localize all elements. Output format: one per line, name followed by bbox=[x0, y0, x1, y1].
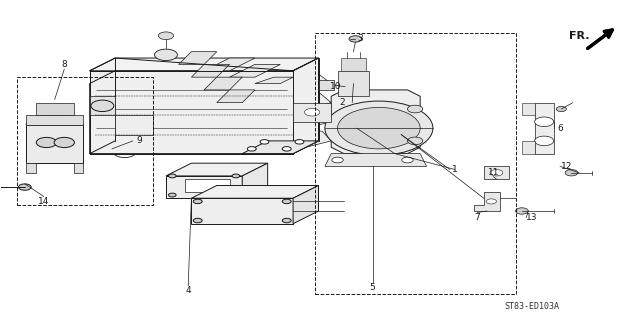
Polygon shape bbox=[522, 141, 534, 154]
Polygon shape bbox=[229, 64, 280, 77]
Circle shape bbox=[338, 108, 420, 149]
Circle shape bbox=[515, 208, 528, 214]
Polygon shape bbox=[217, 90, 255, 103]
Circle shape bbox=[534, 117, 554, 126]
Circle shape bbox=[169, 174, 176, 178]
Text: FR.: FR. bbox=[569, 31, 589, 41]
Polygon shape bbox=[280, 71, 331, 90]
Circle shape bbox=[408, 137, 423, 145]
Polygon shape bbox=[293, 103, 331, 122]
Text: ST83-ED103A: ST83-ED103A bbox=[504, 302, 559, 311]
Text: 3: 3 bbox=[357, 35, 362, 44]
Circle shape bbox=[18, 184, 31, 190]
Polygon shape bbox=[178, 52, 217, 64]
Polygon shape bbox=[191, 186, 318, 198]
Polygon shape bbox=[90, 96, 115, 116]
Polygon shape bbox=[26, 163, 36, 173]
Polygon shape bbox=[293, 186, 318, 224]
Polygon shape bbox=[534, 103, 554, 154]
Polygon shape bbox=[341, 58, 366, 71]
Polygon shape bbox=[74, 163, 83, 173]
Polygon shape bbox=[255, 77, 293, 84]
Polygon shape bbox=[280, 103, 318, 154]
Circle shape bbox=[534, 136, 554, 146]
Polygon shape bbox=[318, 80, 334, 90]
Circle shape bbox=[282, 199, 291, 204]
Polygon shape bbox=[283, 90, 331, 109]
Polygon shape bbox=[185, 179, 229, 192]
Circle shape bbox=[232, 193, 240, 197]
Circle shape bbox=[169, 193, 176, 197]
Polygon shape bbox=[191, 198, 293, 224]
Text: 13: 13 bbox=[526, 213, 537, 222]
Circle shape bbox=[159, 32, 173, 40]
Circle shape bbox=[91, 100, 114, 112]
Circle shape bbox=[247, 147, 256, 151]
Polygon shape bbox=[474, 192, 499, 211]
Circle shape bbox=[232, 174, 240, 178]
Text: 2: 2 bbox=[340, 98, 345, 107]
Polygon shape bbox=[36, 103, 74, 116]
Circle shape bbox=[193, 218, 202, 223]
Text: 8: 8 bbox=[61, 60, 67, 69]
Text: 1: 1 bbox=[452, 165, 458, 174]
Polygon shape bbox=[115, 116, 154, 134]
Polygon shape bbox=[90, 71, 293, 154]
Circle shape bbox=[193, 199, 202, 204]
Circle shape bbox=[556, 107, 566, 112]
Circle shape bbox=[490, 170, 503, 176]
Polygon shape bbox=[26, 116, 83, 125]
Polygon shape bbox=[204, 77, 242, 90]
Text: 14: 14 bbox=[38, 197, 50, 206]
Circle shape bbox=[486, 199, 496, 204]
Circle shape bbox=[36, 137, 57, 148]
Polygon shape bbox=[522, 103, 534, 116]
Polygon shape bbox=[26, 125, 83, 163]
Polygon shape bbox=[325, 154, 427, 166]
Text: 7: 7 bbox=[475, 213, 480, 222]
Circle shape bbox=[54, 137, 75, 148]
Text: 4: 4 bbox=[185, 286, 191, 295]
Circle shape bbox=[565, 170, 578, 176]
Polygon shape bbox=[204, 58, 255, 71]
Polygon shape bbox=[242, 141, 318, 154]
Circle shape bbox=[349, 36, 362, 42]
Circle shape bbox=[332, 157, 343, 163]
Polygon shape bbox=[285, 109, 331, 128]
Polygon shape bbox=[166, 176, 242, 198]
Text: 6: 6 bbox=[557, 124, 563, 132]
Polygon shape bbox=[166, 163, 268, 176]
Polygon shape bbox=[483, 166, 509, 179]
Text: 9: 9 bbox=[136, 136, 142, 145]
Text: 11: 11 bbox=[487, 168, 499, 177]
Bar bbox=[315, 33, 515, 294]
Circle shape bbox=[325, 101, 433, 155]
Circle shape bbox=[402, 157, 413, 163]
Polygon shape bbox=[338, 71, 369, 96]
Polygon shape bbox=[191, 64, 229, 77]
Circle shape bbox=[155, 49, 177, 60]
Circle shape bbox=[408, 105, 423, 113]
Polygon shape bbox=[90, 58, 318, 71]
Circle shape bbox=[260, 140, 269, 144]
Circle shape bbox=[295, 140, 304, 144]
Polygon shape bbox=[331, 90, 420, 154]
Text: 5: 5 bbox=[369, 283, 375, 292]
Polygon shape bbox=[293, 58, 318, 154]
Text: 12: 12 bbox=[561, 162, 572, 171]
Circle shape bbox=[282, 218, 291, 223]
Bar bbox=[17, 77, 154, 204]
Polygon shape bbox=[90, 58, 318, 154]
Text: 10: 10 bbox=[330, 82, 341, 91]
Circle shape bbox=[304, 108, 320, 116]
Polygon shape bbox=[288, 128, 331, 147]
Polygon shape bbox=[242, 163, 268, 198]
Circle shape bbox=[282, 147, 291, 151]
